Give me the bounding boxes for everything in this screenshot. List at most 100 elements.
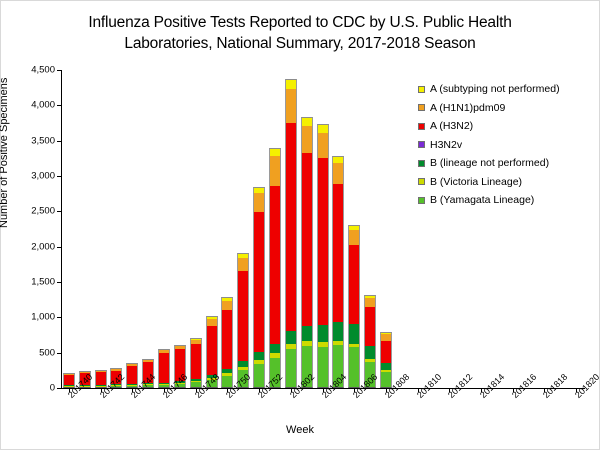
bar-201748[interactable] — [189, 338, 202, 388]
bar-201741[interactable] — [78, 371, 91, 388]
x-axis-tick-mark — [100, 388, 102, 392]
bar-segment — [268, 147, 281, 156]
legend-item[interactable]: H3N2v — [418, 136, 560, 155]
y-axis-tick-mark — [57, 70, 61, 71]
bar-segment — [268, 185, 281, 344]
y-axis-tick-mark — [57, 352, 61, 354]
legend-swatch-icon — [418, 104, 425, 112]
bar-segment — [253, 363, 266, 388]
bar-201802[interactable] — [284, 78, 297, 388]
bar-segment — [237, 270, 250, 361]
y-axis-tick-mark — [57, 211, 61, 213]
bar-segment — [94, 372, 107, 385]
bar-201808[interactable] — [379, 331, 392, 388]
bar-segment — [237, 370, 250, 388]
bar-segment — [205, 375, 218, 379]
bar-segment — [348, 343, 361, 348]
bar-segment — [189, 343, 202, 379]
y-axis-tick-label: 1,500 — [31, 276, 55, 288]
legend-item-label: A (subtyping not performed) — [430, 83, 560, 96]
bar-segment — [332, 322, 345, 341]
bar-201740[interactable] — [62, 373, 75, 388]
bar-segment — [158, 383, 170, 385]
legend-item-label: B (Yamagata Lineage) — [430, 194, 535, 207]
bar-201807[interactable] — [364, 295, 377, 388]
bar-segment — [189, 339, 202, 344]
bar-segment — [126, 364, 139, 366]
bar-segment — [126, 384, 139, 386]
bar-segment — [300, 341, 313, 346]
legend-item-label: A (H1N1)pdm09 — [430, 101, 506, 114]
bar-201806[interactable] — [348, 225, 361, 388]
bar-segment — [268, 343, 281, 354]
bar-segment — [205, 380, 218, 388]
y-axis-tick-mark — [57, 176, 61, 177]
bar-segment — [364, 295, 377, 298]
bar-segment — [110, 386, 123, 388]
bar-201805[interactable] — [332, 156, 345, 388]
bar-segment — [173, 380, 186, 383]
bar-segment — [205, 325, 218, 376]
legend-swatch-icon — [418, 196, 425, 204]
bar-segment — [189, 380, 202, 383]
bar-segment — [173, 382, 186, 384]
bar-201751[interactable] — [237, 253, 250, 388]
y-axis-tick-label: 2,000 — [31, 241, 55, 253]
bar-201750[interactable] — [221, 297, 234, 388]
bar-201803[interactable] — [300, 117, 313, 388]
x-axis-tick-mark — [512, 388, 514, 392]
bar-segment — [348, 230, 361, 245]
x-axis-tick-mark — [354, 388, 356, 392]
chart-title-line-1: Influenza Positive Tests Reported to CDC… — [88, 14, 512, 31]
bar-segment — [300, 345, 313, 388]
bar-segment — [300, 117, 313, 127]
bar-segment — [268, 357, 281, 388]
bar-201747[interactable] — [173, 344, 186, 388]
bar-201752[interactable] — [253, 187, 266, 388]
legend-item-label: B (Victoria Lineage) — [430, 175, 523, 188]
bar-201746[interactable] — [158, 349, 170, 388]
bar-201744[interactable] — [126, 363, 139, 388]
bar-segment — [316, 132, 329, 158]
legend-item[interactable]: A (H1N1)pdm09 — [418, 99, 560, 118]
bar-segment — [300, 126, 313, 153]
bar-201801[interactable] — [268, 147, 281, 388]
bar-201745[interactable] — [142, 359, 155, 388]
bar-segment — [78, 386, 91, 388]
legend-item[interactable]: A (H3N2) — [418, 117, 560, 136]
y-axis-line — [61, 70, 62, 389]
bar-segment — [142, 362, 155, 384]
bar-segment — [379, 371, 392, 388]
legend-item[interactable]: B (Yamagata Lineage) — [418, 191, 560, 210]
bar-segment — [364, 346, 377, 360]
bar-segment — [78, 372, 91, 374]
legend-item[interactable]: B (Victoria Lineage) — [418, 173, 560, 192]
bar-segment — [221, 309, 234, 369]
bar-segment — [94, 370, 107, 372]
y-axis-tick-label: 2,500 — [31, 205, 55, 217]
bar-segment — [332, 340, 345, 345]
bar-segment — [348, 225, 361, 231]
bar-201743[interactable] — [110, 368, 123, 388]
bar-201804[interactable] — [316, 124, 329, 388]
bar-segment — [253, 193, 266, 212]
bar-segment — [221, 368, 234, 373]
legend-item[interactable]: B (lineage not performed) — [418, 154, 560, 173]
bar-segment — [110, 370, 123, 385]
bar-201742[interactable] — [94, 370, 107, 388]
chart-title-line-2: Laboratories, National Summary, 2017-201… — [124, 35, 476, 52]
legend-item-label: H3N2v — [430, 138, 463, 151]
y-axis-tick-mark — [57, 282, 61, 283]
bar-segment — [189, 378, 202, 381]
bar-segment — [379, 331, 392, 334]
bar-segment — [142, 384, 155, 386]
bar-segment — [221, 375, 234, 388]
bar-segment — [110, 368, 123, 370]
bar-segment — [78, 371, 91, 373]
y-axis-tick-label: 3,500 — [31, 135, 55, 147]
bar-segment — [205, 316, 218, 319]
y-axis-label: Number of Positive Specimens — [0, 77, 10, 228]
y-axis-tick-label: 4,000 — [31, 99, 55, 111]
bar-201749[interactable] — [205, 316, 218, 388]
legend-item[interactable]: A (subtyping not performed) — [418, 80, 560, 99]
